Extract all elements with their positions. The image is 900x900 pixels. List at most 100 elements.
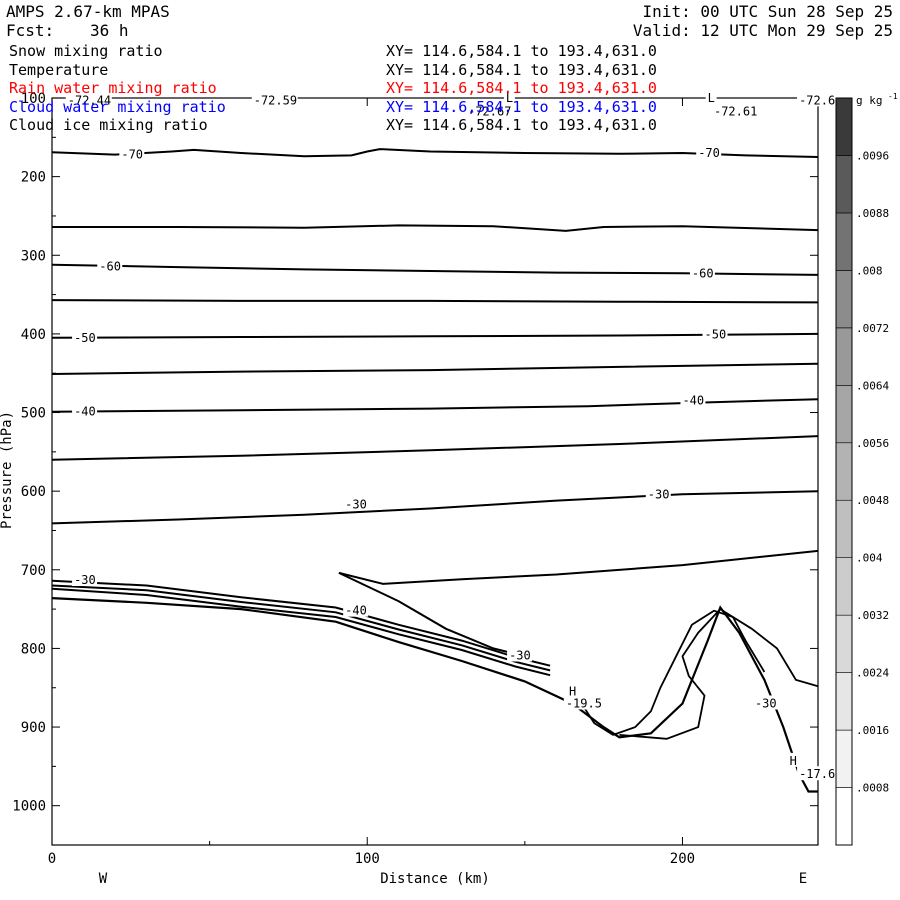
y-tick-label: 400 — [21, 327, 46, 343]
header-fcst-label: Fcst: — [6, 21, 55, 40]
contour-label-bg — [705, 90, 717, 104]
field-xy-range: XY= 114.6,584.1 to 193.4,631.0 — [386, 79, 657, 97]
header-init: Init: 00 UTC Sun 28 Sep 25 — [642, 2, 893, 21]
contour-label-bg — [251, 92, 298, 107]
contour-label-bg — [797, 92, 837, 107]
field-name: Cloud water mixing ratio — [9, 97, 226, 116]
contour-label-bg — [343, 602, 369, 617]
contour-label: -70 — [698, 146, 720, 160]
y-tick-label: 600 — [21, 484, 46, 500]
colorbar-tick-label: .0008 — [856, 782, 889, 795]
isotherm-line — [51, 362, 819, 375]
contour-label-bg — [696, 145, 722, 160]
colorbar-box — [835, 614, 853, 673]
y-tick-label: 800 — [21, 641, 46, 657]
field-name: Snow mixing ratio — [9, 42, 163, 60]
contour-label-bg — [711, 103, 758, 118]
contour-label-bg — [689, 265, 715, 280]
contour-label-bg — [343, 496, 369, 511]
contour-label-bg — [645, 486, 671, 501]
colorbar-tick-label: .0072 — [856, 322, 889, 335]
isotherm-line — [51, 263, 819, 276]
isotherm-line — [51, 435, 819, 461]
contour-label: -50 — [705, 328, 727, 342]
field-xy-range: XY= 114.6,584.1 to 193.4,631.0 — [386, 116, 657, 134]
colorbar-tick-label: .004 — [856, 552, 883, 565]
y-tick-label: 200 — [21, 170, 46, 186]
contour-label-bg — [787, 752, 799, 767]
y-tick-label: 100 — [21, 91, 46, 107]
contour-label: -72.44 — [68, 93, 111, 107]
isotherm-line — [51, 587, 551, 677]
contour-label: L — [708, 91, 715, 105]
contour-label-bg — [65, 92, 112, 107]
x-tick-label: 200 — [670, 851, 695, 867]
colorbar-box — [835, 97, 853, 156]
header-fcst-value: 36 h — [90, 21, 129, 40]
contour-label: -70 — [121, 148, 143, 162]
contour-label: -19.5 — [566, 696, 602, 710]
west-label: W — [99, 871, 108, 887]
contour-label-bg — [503, 90, 515, 104]
isotherm-line — [51, 584, 551, 672]
colorbar-box — [835, 327, 853, 386]
contour-label: -50 — [74, 331, 96, 345]
contour-label-bg — [72, 403, 98, 418]
colorbar-box — [835, 270, 853, 329]
x-tick-label: 0 — [48, 851, 56, 867]
ridge-contour-line — [580, 609, 766, 736]
contour-label-bg — [119, 146, 145, 161]
contour-label: -72.6 — [799, 93, 835, 107]
colorbar-tick-label: .008 — [856, 264, 883, 277]
isotherm-line — [338, 549, 819, 585]
colorbar-box — [835, 729, 853, 788]
y-tick-label: 300 — [21, 248, 46, 264]
isotherm-line — [52, 224, 819, 232]
contour-label: -72.59 — [254, 93, 297, 107]
y-tick-label: 700 — [21, 563, 46, 579]
header-model: AMPS 2.67-km MPAS — [6, 2, 170, 21]
colorbar-box — [835, 385, 853, 444]
x-axis-label: Distance (km) — [380, 871, 490, 887]
colorbar-box — [835, 557, 853, 616]
contour-label-bg — [752, 695, 778, 710]
colorbar-frame — [835, 97, 853, 846]
colorbar-box — [835, 787, 853, 846]
colorbar-box — [835, 212, 853, 271]
contour-label: -30 — [74, 573, 96, 587]
x-tick-label: 100 — [355, 851, 380, 867]
colorbar-tick-label: .0024 — [856, 667, 889, 680]
contour-label: -72.67 — [468, 104, 511, 118]
field-xy-range: XY= 114.6,584.1 to 193.4,631.0 — [386, 97, 657, 116]
colorbar-tick-label: .0096 — [856, 149, 889, 162]
colorbar-tick-label: .0048 — [856, 494, 889, 507]
field-name: Rain water mixing ratio — [9, 79, 217, 97]
contour-label: -72.61 — [714, 104, 757, 118]
y-axis-label: Pressure (hPa) — [0, 411, 15, 529]
plot-background — [52, 98, 818, 845]
ridge-contour-line — [619, 607, 819, 740]
contour-label-bg — [702, 326, 728, 341]
colorbar-tick-label: .0064 — [856, 379, 889, 392]
isotherm-line — [51, 490, 819, 525]
contour-label-bg — [566, 683, 578, 698]
colorbar-tick-label: .0016 — [856, 724, 889, 737]
colorbar-box — [835, 442, 853, 501]
contour-label: -60 — [99, 259, 121, 273]
contour-label: -30 — [345, 498, 367, 512]
isotherm-line — [51, 299, 819, 304]
isotherm-line — [338, 571, 526, 658]
east-label: E — [799, 871, 807, 887]
contour-label: -40 — [345, 604, 367, 618]
contour-label-bg — [72, 329, 98, 344]
contour-label: -30 — [755, 696, 777, 710]
colorbar-tick-label: .0056 — [856, 437, 889, 450]
contour-label-bg — [466, 103, 513, 118]
contour-label: L — [506, 91, 513, 105]
colorbar-tick-label: .0032 — [856, 609, 889, 622]
field-name: Temperature — [9, 60, 109, 79]
contour-label-bg — [97, 258, 123, 273]
colorbar-box — [835, 499, 853, 558]
